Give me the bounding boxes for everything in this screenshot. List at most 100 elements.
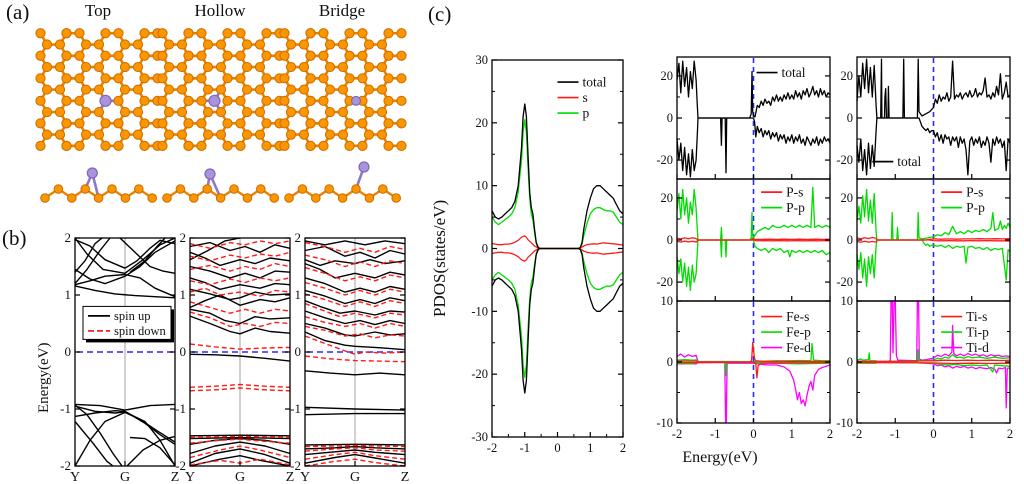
svg-text:1: 1 (789, 427, 795, 441)
svg-text:s: s (583, 90, 588, 105)
svg-text:-1: -1 (175, 401, 186, 416)
svg-text:0: 0 (847, 233, 853, 247)
structure-title-top: Top (84, 1, 112, 20)
svg-text:-2: -2 (60, 458, 71, 473)
svg-text:Ti-d: Ti-d (966, 340, 989, 355)
svg-text:P-p: P-p (786, 200, 805, 215)
svg-text:1: 1 (180, 287, 187, 302)
svg-text:Y: Y (70, 470, 80, 484)
dos-fe-total-chart: -20 0 20 total (656, 56, 831, 180)
svg-text:-20: -20 (836, 275, 853, 289)
svg-text:spin up: spin up (114, 309, 150, 323)
svg-text:total: total (583, 75, 607, 90)
svg-text:G: G (235, 470, 245, 484)
svg-text:-20: -20 (836, 153, 853, 167)
svg-text:-1: -1 (290, 401, 301, 416)
svg-text:-20: -20 (656, 153, 673, 167)
svg-text:-10: -10 (471, 304, 488, 318)
svg-text:0: 0 (750, 427, 756, 441)
dos-ti-total-chart: -20 0 20 total (836, 56, 1011, 180)
svg-text:10: 10 (661, 294, 674, 308)
structure-hollow-diagram (157, 28, 285, 203)
svg-text:-2: -2 (672, 427, 682, 441)
svg-text:-10: -10 (836, 416, 853, 430)
svg-text:Ti-s: Ti-s (966, 309, 987, 324)
svg-text:0: 0 (930, 427, 936, 441)
svg-text:-1: -1 (520, 441, 530, 455)
svg-text:20: 20 (476, 116, 489, 130)
band-hollow-chart: -2 -1 0 1 2 Y G Z (175, 230, 295, 484)
structure-title-bridge: Bridge (318, 1, 366, 20)
svg-text:-30: -30 (471, 430, 488, 444)
svg-text:total: total (897, 154, 921, 169)
svg-text:-20: -20 (656, 275, 673, 289)
svg-text:Y: Y (185, 470, 195, 484)
svg-text:-2: -2 (487, 441, 497, 455)
svg-text:-20: -20 (471, 367, 488, 381)
svg-text:2: 2 (827, 427, 833, 441)
svg-text:0: 0 (667, 111, 673, 125)
pdos-y-axis-label: PDOS(states/eV) (430, 199, 449, 317)
svg-text:Fe-d: Fe-d (786, 340, 811, 355)
svg-text:20: 20 (661, 69, 674, 83)
svg-text:0: 0 (65, 344, 72, 359)
svg-text:-2: -2 (290, 458, 301, 473)
svg-text:P-s: P-s (966, 185, 983, 200)
svg-text:-2: -2 (852, 427, 862, 441)
svg-text:1: 1 (65, 287, 72, 302)
svg-text:0: 0 (667, 355, 673, 369)
svg-text:spin down: spin down (114, 324, 166, 338)
svg-text:10: 10 (476, 179, 489, 193)
svg-text:Z: Z (401, 470, 410, 484)
svg-text:0: 0 (295, 344, 302, 359)
svg-text:G: G (120, 470, 130, 484)
svg-text:2: 2 (180, 230, 187, 245)
structure-bridge-diagram (279, 28, 407, 203)
svg-text:-1: -1 (710, 427, 720, 441)
svg-text:Z: Z (171, 470, 180, 484)
svg-text:0: 0 (482, 242, 488, 256)
svg-text:p: p (583, 106, 590, 121)
svg-text:-1: -1 (890, 427, 900, 441)
svg-text:10: 10 (841, 294, 854, 308)
svg-text:0: 0 (180, 344, 187, 359)
svg-text:1: 1 (969, 427, 975, 441)
svg-text:Y: Y (300, 470, 310, 484)
svg-text:P-s: P-s (786, 185, 803, 200)
svg-text:1: 1 (587, 441, 593, 455)
svg-text:0: 0 (554, 441, 560, 455)
svg-text:Z: Z (286, 470, 295, 484)
svg-text:2: 2 (620, 441, 626, 455)
svg-text:-2: -2 (175, 458, 186, 473)
panel-c-label: (c) (428, 2, 452, 26)
svg-text:total: total (782, 65, 806, 80)
band-bridge-chart: -2 -1 0 1 2 Y G Z (290, 230, 410, 484)
svg-text:G: G (350, 470, 360, 484)
svg-text:2: 2 (65, 230, 72, 245)
pdos-x-axis-label: Energy(eV) (682, 449, 758, 466)
svg-text:20: 20 (841, 69, 854, 83)
svg-text:2: 2 (295, 230, 302, 245)
svg-text:20: 20 (841, 191, 854, 205)
dos-ti-p-chart: -20 0 20 P-sP-p (836, 178, 1011, 302)
svg-text:0: 0 (847, 355, 853, 369)
svg-text:2: 2 (1007, 427, 1013, 441)
svg-text:1: 1 (295, 287, 302, 302)
svg-text:30: 30 (476, 53, 489, 67)
svg-text:P-p: P-p (966, 200, 985, 215)
dos-fe-p-chart: -20 0 20 P-sP-p (656, 178, 831, 302)
svg-text:0: 0 (667, 233, 673, 247)
structure-title-hollow: Hollow (194, 1, 246, 20)
structure-top-diagram (35, 28, 163, 203)
svg-text:-1: -1 (60, 401, 71, 416)
svg-text:Ti-p: Ti-p (966, 325, 989, 340)
svg-text:Fe-s: Fe-s (786, 309, 809, 324)
svg-text:0: 0 (847, 111, 853, 125)
svg-text:20: 20 (661, 191, 674, 205)
panel-a-label: (a) (6, 0, 30, 24)
